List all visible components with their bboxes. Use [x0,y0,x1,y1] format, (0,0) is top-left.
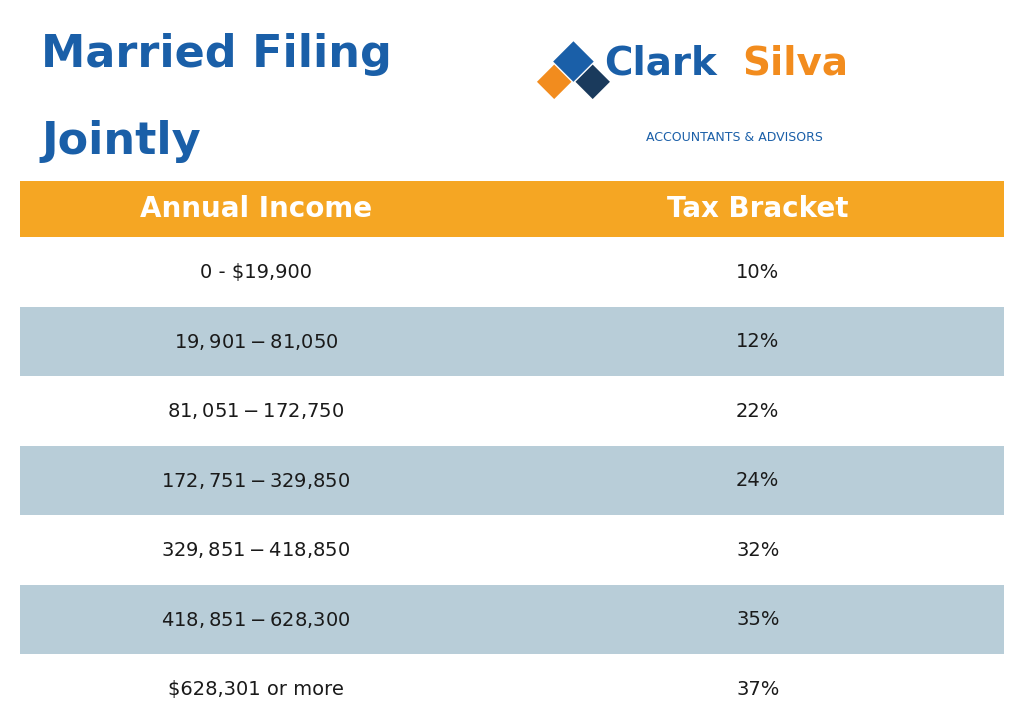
Bar [20,376,1004,446]
Text: 10%: 10% [736,263,779,282]
Text: Married Filing: Married Filing [41,33,392,76]
Text: Silva: Silva [742,45,848,83]
Bar [20,446,1004,515]
Text: 0 - $19,900: 0 - $19,900 [200,263,312,282]
Polygon shape [537,64,571,99]
Text: Annual Income: Annual Income [140,195,372,223]
Bar [20,237,1004,307]
Text: 24%: 24% [736,471,779,490]
Text: $628,301 or more: $628,301 or more [168,680,344,699]
Text: Clark: Clark [604,45,717,83]
Bar [20,515,1004,585]
Bar [20,307,1004,376]
Text: $418,851 - $628,300: $418,851 - $628,300 [161,610,351,630]
Bar [20,585,1004,654]
Polygon shape [575,64,610,99]
Polygon shape [553,41,594,82]
Text: $172,751 - $329,850: $172,751 - $329,850 [162,471,350,491]
Text: $19,901 - $81,050: $19,901 - $81,050 [174,332,338,352]
Text: $329,851 - $418,850: $329,851 - $418,850 [162,540,350,560]
Text: 37%: 37% [736,680,779,699]
Text: 35%: 35% [736,610,779,629]
Text: 12%: 12% [736,332,779,351]
Bar [20,654,1004,724]
Bar [20,181,1004,237]
Text: 32%: 32% [736,541,779,560]
Text: Tax Bracket: Tax Bracket [667,195,849,223]
Text: 22%: 22% [736,402,779,421]
Text: ACCOUNTANTS & ADVISORS: ACCOUNTANTS & ADVISORS [646,131,823,144]
Text: Jointly: Jointly [41,119,201,163]
Text: $81,051 - $172,750: $81,051 - $172,750 [167,401,345,421]
